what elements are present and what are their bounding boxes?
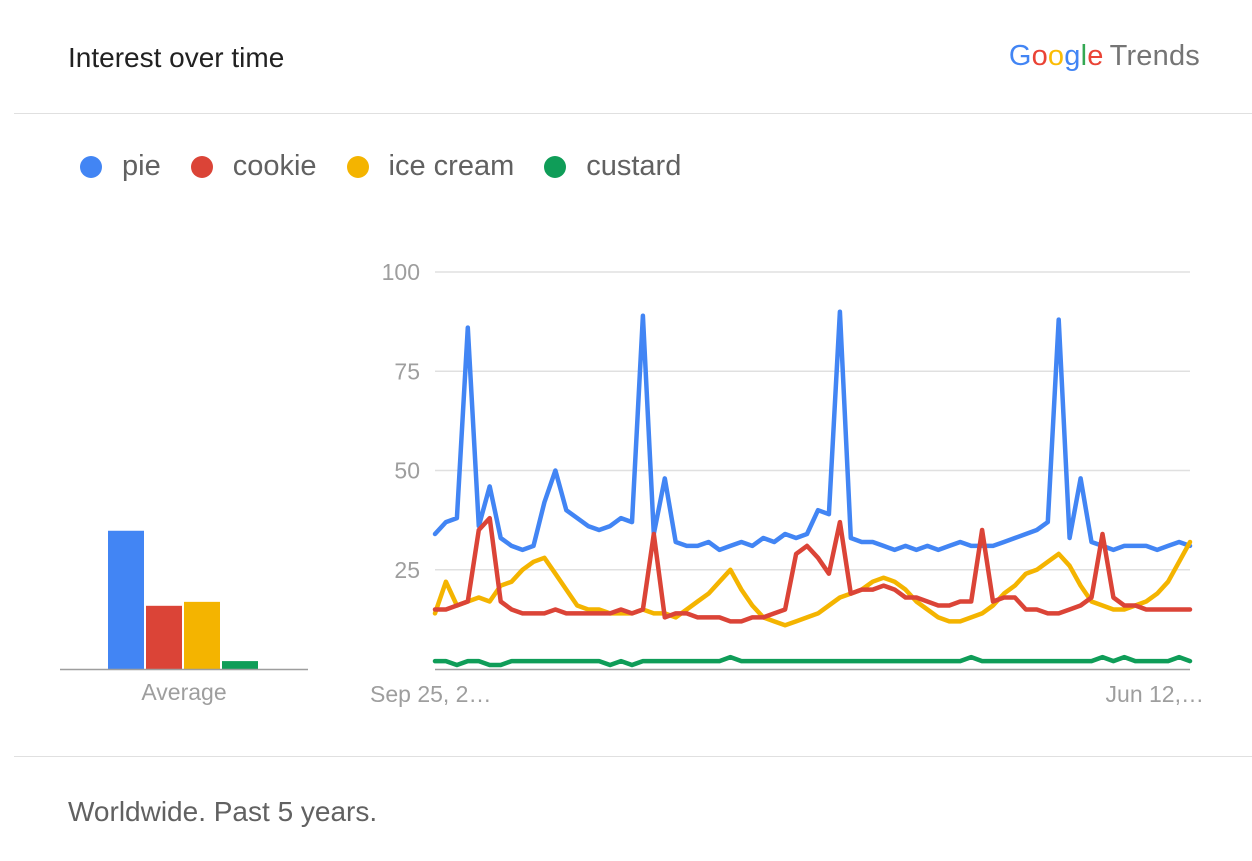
legend-dot-icon xyxy=(346,155,369,178)
legend-dot-icon xyxy=(80,155,102,178)
series-line-ice-cream xyxy=(432,539,1193,628)
average-label: Average xyxy=(141,679,226,705)
legend-label: ice cream xyxy=(388,150,515,182)
average-bar-custard xyxy=(222,661,258,669)
legend-item-ice-cream[interactable]: ice cream xyxy=(346,150,515,183)
y-tick-label: 25 xyxy=(394,557,420,583)
legend-label: pie xyxy=(122,150,161,182)
series-line-cookie xyxy=(432,515,1193,624)
x-tick-label-start: Sep 25, 2… xyxy=(370,681,491,707)
footer-note: Worldwide. Past 5 years. xyxy=(68,796,378,827)
average-bar-ice-cream xyxy=(184,601,220,669)
legend-label: custard xyxy=(586,150,682,182)
header-divider xyxy=(14,113,1252,114)
x-tick-label-end: Jun 12,… xyxy=(1106,681,1204,707)
y-tick-label: 75 xyxy=(394,358,420,384)
series-line-pie xyxy=(432,309,1193,553)
legend-dot-icon xyxy=(544,155,567,178)
chart-legend: pie cookie ice cream custard xyxy=(80,150,711,183)
footer-divider xyxy=(14,756,1252,757)
legend-label: cookie xyxy=(232,150,317,182)
legend-item-pie[interactable]: pie xyxy=(80,150,161,183)
y-tick-label: 50 xyxy=(394,458,420,484)
card-title: Interest over time xyxy=(68,42,285,73)
google-trends-logo[interactable]: Google Trends xyxy=(1008,40,1200,72)
average-bar-pie xyxy=(108,530,144,669)
y-tick-label: 100 xyxy=(382,259,420,285)
legend-item-custard[interactable]: custard xyxy=(544,150,681,183)
legend-dot-icon xyxy=(190,155,213,178)
series-line-custard xyxy=(432,654,1193,668)
average-bar-cookie xyxy=(146,605,182,669)
legend-item-cookie[interactable]: cookie xyxy=(190,150,317,183)
